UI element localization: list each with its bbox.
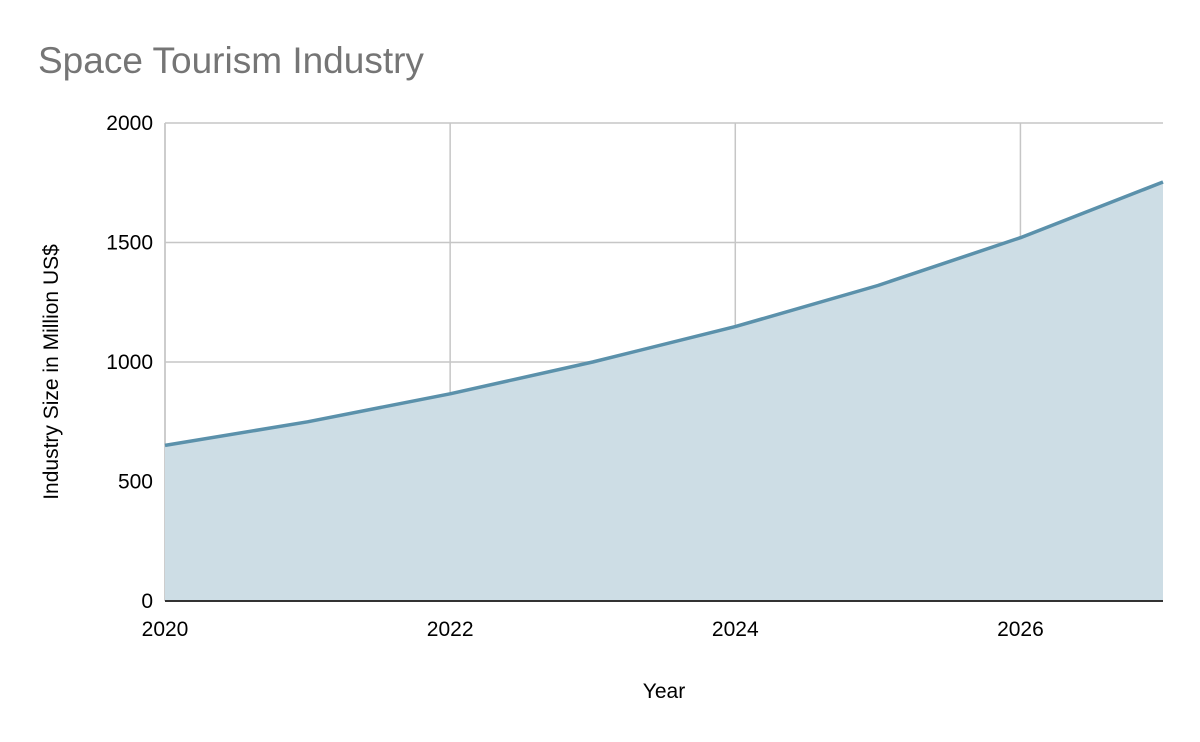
x-tick-label: 2026 <box>997 618 1044 641</box>
y-axis-title: Industry Size in Million US$ <box>40 244 63 500</box>
x-tick-label: 2022 <box>427 618 474 641</box>
x-tick-label: 2020 <box>142 618 189 641</box>
y-tick-label: 0 <box>141 590 153 613</box>
area-fill <box>165 182 1163 601</box>
y-tick-label: 1000 <box>106 351 153 374</box>
x-tick-labels: 2020 2022 2024 2026 <box>142 618 1044 641</box>
y-tick-labels: 0 500 1000 1500 2000 <box>106 112 153 613</box>
y-tick-label: 1500 <box>106 232 153 255</box>
chart-title: Space Tourism Industry <box>38 40 424 81</box>
series-line <box>164 180 1164 448</box>
x-tick-label: 2024 <box>712 618 759 641</box>
y-tick-label: 500 <box>118 471 153 494</box>
y-tick-label: 2000 <box>106 112 153 135</box>
x-axis-title: Year <box>643 680 685 703</box>
